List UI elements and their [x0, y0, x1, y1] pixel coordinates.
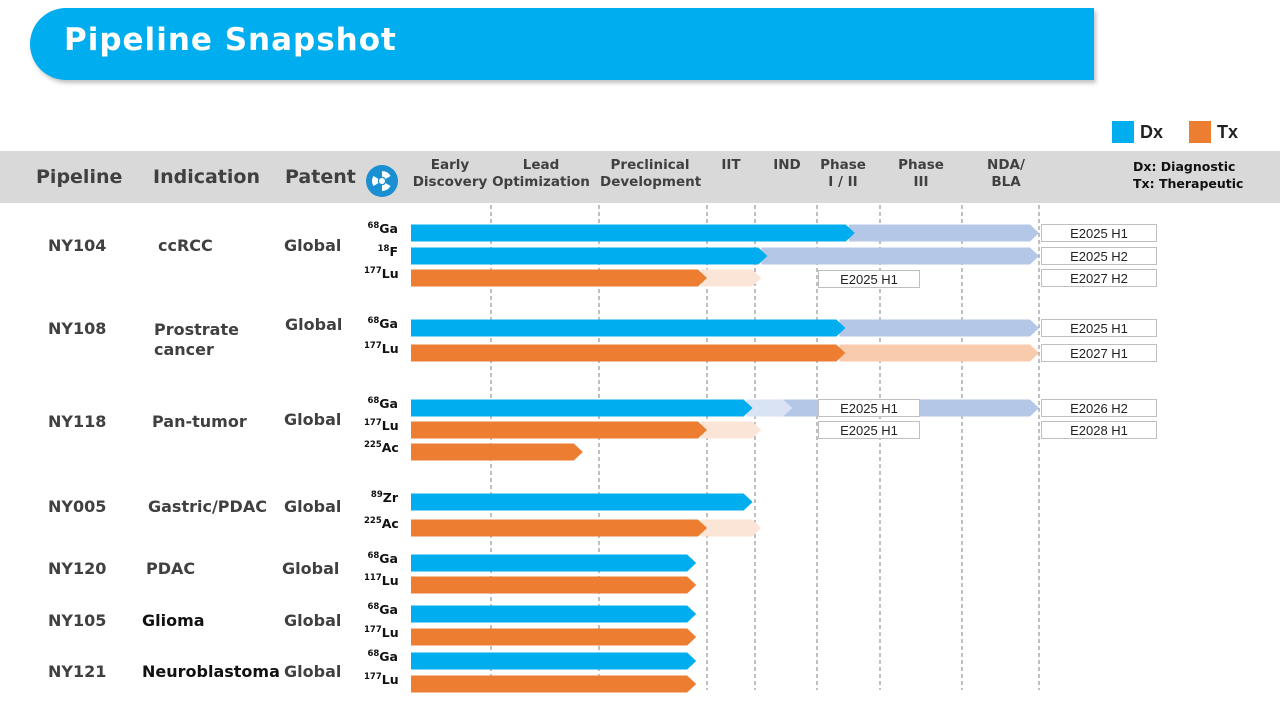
planned-bar — [701, 421, 762, 439]
dx-progress-bar — [411, 399, 753, 417]
isotope-label: 117Lu — [364, 573, 399, 588]
col-head-indication: Indication — [153, 166, 260, 188]
milestone-box: E2027 H1 — [1041, 344, 1157, 362]
milestone-box: E2025 H1 — [1041, 224, 1157, 242]
stage-header-2: Preclinical Development — [600, 157, 702, 190]
pipeline-id: NY005 — [48, 497, 107, 516]
pipeline-id: NY108 — [48, 319, 107, 338]
tx-progress-bar — [411, 443, 583, 461]
col-head-patent: Patent — [285, 166, 356, 188]
planned-bar — [701, 269, 762, 287]
indication-label: Pan-tumor — [152, 412, 247, 431]
indication-label: ccRCC — [158, 236, 213, 255]
isotope-label: 177Lu — [364, 672, 399, 687]
milestone-box: E2025 H1 — [818, 270, 920, 288]
page-title: Pipeline Snapshot — [64, 22, 397, 58]
tx-progress-bar — [411, 344, 846, 362]
tx-progress-bar — [411, 421, 707, 439]
stage-header-7: NDA/ BLA — [987, 157, 1025, 190]
stage-header-6: Phase III — [898, 157, 944, 190]
legend-note: Dx: Diagnostic Tx: Therapeutic — [1133, 158, 1243, 192]
tx-progress-bar — [411, 519, 707, 537]
legend-dx-label: Dx — [1140, 121, 1164, 142]
patent-label: Global — [284, 497, 342, 516]
patent-label: Global — [285, 315, 343, 334]
patent-label: Global — [282, 559, 340, 578]
milestone-box: E2028 H1 — [1041, 421, 1157, 439]
patent-label: Global — [284, 410, 342, 429]
pipeline-id: NY105 — [48, 611, 107, 630]
planned-bar-near — [746, 399, 793, 417]
milestone-box: E2025 H1 — [818, 421, 920, 439]
stage-header-3: IIT — [721, 157, 741, 173]
milestone-box: E2025 H1 — [818, 399, 920, 417]
isotope-label: 68Ga — [367, 649, 398, 664]
tx-progress-bar — [411, 628, 697, 646]
stage-header-1: Lead Optimization — [492, 157, 590, 190]
planned-bar — [701, 519, 762, 537]
dx-progress-bar — [411, 319, 846, 337]
isotope-label: 68Ga — [367, 396, 398, 411]
legend-tx-swatch — [1189, 121, 1211, 143]
milestone-box: E2026 H2 — [1041, 399, 1157, 417]
indication-label: Neuroblastoma — [142, 662, 280, 681]
tx-progress-bar — [411, 269, 707, 287]
stage-header-4: IND — [773, 157, 801, 173]
pipeline-id: NY104 — [48, 236, 107, 255]
patent-label: Global — [284, 611, 342, 630]
isotope-label: 177Lu — [364, 625, 399, 640]
planned-bar — [839, 344, 1039, 362]
note-tx: Tx: Therapeutic — [1133, 176, 1244, 191]
stage-header-0: Early Discovery — [412, 157, 488, 190]
pipeline-id: NY118 — [48, 412, 107, 431]
isotope-label: 68Ga — [367, 551, 398, 566]
tx-progress-bar — [411, 576, 697, 594]
title-bar: Pipeline Snapshot — [30, 8, 1094, 80]
isotope-label: 68Ga — [367, 316, 398, 331]
isotope-label: 177Lu — [364, 341, 399, 356]
dx-progress-bar — [411, 605, 697, 623]
indication-label: Gastric/PDAC — [148, 497, 267, 516]
pipeline-id: NY120 — [48, 559, 107, 578]
isotope-label: 18F — [377, 244, 398, 259]
tx-progress-bar — [411, 675, 697, 693]
legend-dx: Dx — [1112, 120, 1163, 144]
milestone-box: E2027 H2 — [1041, 269, 1157, 287]
pipeline-id: NY121 — [48, 662, 107, 681]
legend-dx-swatch — [1112, 121, 1134, 143]
planned-bar — [848, 224, 1039, 242]
note-dx: Dx: Diagnostic — [1133, 159, 1236, 174]
col-head-pipeline: Pipeline — [36, 166, 123, 188]
dx-progress-bar — [411, 224, 855, 242]
milestone-box: E2025 H1 — [1041, 319, 1157, 337]
isotope-label: 89Zr — [370, 490, 398, 505]
dx-progress-bar — [411, 247, 768, 265]
stage-header-5: Phase I / II — [820, 157, 866, 190]
isotope-label: 225Ac — [364, 516, 399, 531]
isotope-label: 177Lu — [364, 418, 399, 433]
isotope-label: 68Ga — [367, 221, 398, 236]
header-band — [0, 151, 1280, 203]
legend-tx-label: Tx — [1217, 121, 1239, 142]
planned-bar — [839, 319, 1039, 337]
indication-label: PDAC — [146, 559, 196, 578]
planned-bar — [761, 247, 1039, 265]
patent-label: Global — [284, 236, 342, 255]
legend-tx: Tx — [1189, 120, 1238, 144]
patent-label: Global — [284, 662, 342, 681]
radiation-logo-icon — [366, 165, 398, 197]
indication-label: Prostrate cancer — [154, 320, 239, 359]
isotope-label: 68Ga — [367, 602, 398, 617]
dx-progress-bar — [411, 493, 753, 511]
dx-progress-bar — [411, 554, 697, 572]
isotope-label: 225Ac — [364, 440, 399, 455]
dx-progress-bar — [411, 652, 697, 670]
milestone-box: E2025 H2 — [1041, 247, 1157, 265]
isotope-label: 177Lu — [364, 266, 399, 281]
indication-label: Glioma — [142, 611, 205, 630]
